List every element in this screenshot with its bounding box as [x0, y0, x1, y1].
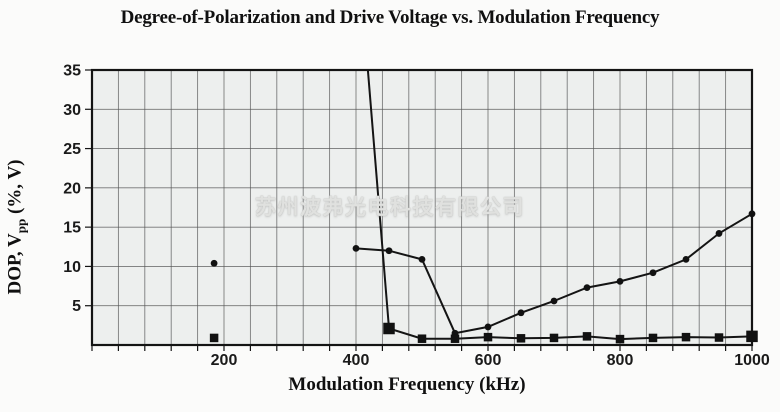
dop-point — [682, 255, 690, 263]
chart-title: Degree-of-Polarization and Drive Voltage… — [120, 7, 660, 28]
y-tick-label: 5 — [72, 298, 81, 315]
dop-point — [583, 284, 591, 292]
vpp-point — [714, 333, 724, 342]
vpp-point — [615, 334, 625, 344]
plot-area — [92, 70, 752, 345]
x-tick-label: 200 — [211, 352, 238, 369]
vpp-point — [516, 334, 526, 343]
y-tick-label: 10 — [63, 259, 81, 276]
vpp-point — [383, 322, 395, 335]
y-axis-title-part: (%, V) — [4, 159, 26, 219]
dop-point — [352, 244, 360, 252]
y-axis-title-part: pp — [13, 218, 29, 234]
plot-border — [90, 68, 754, 347]
y-tick-label: 25 — [63, 141, 81, 158]
dop-point — [385, 247, 393, 255]
dop-point — [210, 259, 218, 267]
vpp-point — [209, 333, 219, 343]
x-tick-label: 1000 — [734, 352, 770, 369]
y-tick-label: 30 — [63, 102, 81, 119]
x-axis-title: Modulation Frequency (kHz) — [288, 374, 526, 395]
x-tick-label: 600 — [475, 352, 502, 369]
y-tick-label: 35 — [63, 63, 81, 80]
dop-point — [748, 210, 756, 218]
vpp-point — [549, 333, 559, 343]
x-tick-label: 400 — [343, 352, 370, 369]
dop-point — [649, 269, 657, 277]
vpp-point — [648, 333, 658, 343]
dop-point — [418, 255, 426, 263]
vpp-point — [417, 334, 427, 343]
vpp-point — [450, 334, 460, 343]
dop-point — [484, 323, 492, 331]
x-tick-label: 800 — [607, 352, 634, 369]
vpp-point — [582, 332, 592, 341]
dop-point — [715, 230, 723, 237]
vpp-point — [746, 330, 758, 343]
dop-point — [517, 309, 525, 317]
dop-point — [550, 297, 558, 305]
dop-point — [616, 277, 624, 285]
vpp-point — [483, 332, 493, 342]
y-axis-title-part: DOP, V — [4, 233, 26, 295]
y-tick-label: 15 — [63, 220, 81, 237]
y-axis-title: DOP, Vpp (%, V) — [5, 159, 30, 294]
vpp-point — [681, 332, 691, 342]
y-tick-label: 20 — [63, 180, 81, 197]
